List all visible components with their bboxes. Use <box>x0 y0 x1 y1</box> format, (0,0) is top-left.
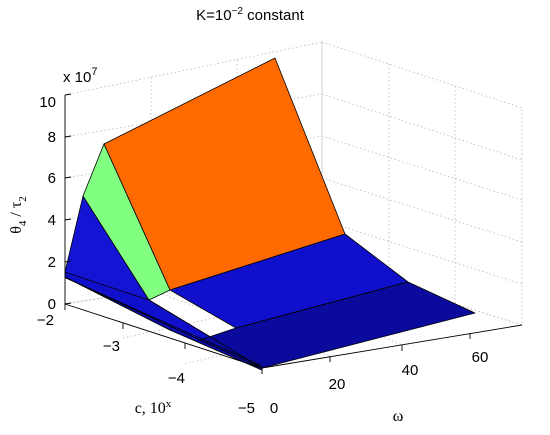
axes <box>64 93 523 374</box>
z-tick-label: 8 <box>48 129 56 146</box>
z-axis-label: θ4 / τ2 <box>8 196 29 234</box>
x-tick-label: −3 <box>103 338 120 355</box>
z-tick-labels: 0 2 4 6 8 10 <box>39 94 56 313</box>
x-tick-label: −2 <box>37 312 54 329</box>
z-multiplier: x 107 <box>63 66 97 86</box>
x-axis-label: c, 10x <box>135 398 172 417</box>
lower-floor-patch <box>199 281 476 369</box>
y-tick-label: 60 <box>472 349 489 366</box>
y-tick-labels: 0 20 40 60 <box>270 349 489 417</box>
z-tick-label: 6 <box>48 170 56 187</box>
y-tick-label: 0 <box>270 400 278 417</box>
y-axis-label: ω <box>393 408 404 425</box>
z-tick-label: 0 <box>48 296 56 313</box>
surface-patches <box>64 57 476 371</box>
chart-title: K=10−2 constant <box>196 6 305 24</box>
x-tick-labels: −2 −3 −4 −5 <box>37 312 255 417</box>
y-tick-label: 40 <box>402 362 419 379</box>
z-tick-label: 4 <box>48 212 56 229</box>
x-tick-label: −5 <box>238 400 255 417</box>
y-tick-label: 20 <box>329 376 346 393</box>
z-tick-label: 10 <box>39 94 56 111</box>
x-tick-label: −4 <box>168 370 185 387</box>
z-tick-label: 2 <box>48 254 56 271</box>
